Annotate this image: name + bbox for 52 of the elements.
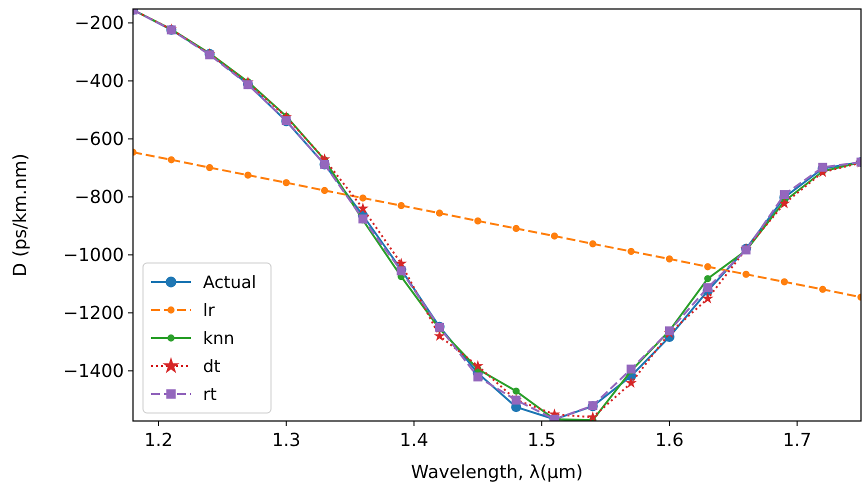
x-tick-label: 1.6 (655, 430, 684, 451)
point (626, 364, 636, 374)
x-tick-label: 1.3 (272, 430, 301, 451)
x-tick-label: 1.2 (144, 430, 173, 451)
point (742, 270, 750, 278)
legend-label: rt (203, 384, 217, 405)
point (780, 278, 788, 286)
y-tick-label: −1400 (63, 361, 124, 382)
point (358, 214, 368, 224)
point (780, 190, 789, 200)
x-tick-label: 1.4 (400, 430, 428, 451)
point (474, 217, 482, 225)
point (473, 372, 482, 382)
point (589, 240, 596, 248)
y-tick-label: −1000 (63, 245, 124, 266)
point (512, 388, 520, 395)
x-tick-label: 1.7 (782, 430, 812, 451)
point (359, 194, 366, 202)
point (282, 179, 290, 186)
y-axis-title: D (ps/km.nm) (10, 153, 31, 277)
point (625, 377, 637, 388)
point (702, 292, 714, 304)
point (321, 186, 328, 194)
y-tick-label: −1200 (63, 303, 124, 324)
point (436, 210, 444, 217)
legend-label: lr (203, 300, 215, 321)
point (168, 156, 175, 164)
point (434, 330, 446, 341)
point (704, 275, 712, 282)
legend-label: dt (203, 356, 221, 377)
point (472, 360, 484, 371)
point (244, 172, 252, 179)
y-tick-label: −200 (74, 13, 124, 34)
point (819, 286, 826, 293)
point (357, 202, 369, 214)
point (398, 202, 405, 210)
y-tick-label: −800 (74, 187, 124, 208)
point (704, 263, 712, 270)
point (778, 198, 790, 208)
point (628, 248, 635, 255)
point (666, 255, 673, 262)
y-tick-label: −600 (74, 129, 124, 150)
legend-label: knn (203, 328, 234, 349)
x-axis-title: Wavelength, λ(μm) (411, 462, 583, 483)
point (550, 232, 558, 240)
y-tick-label: −400 (74, 71, 124, 92)
legend-label: Actual (203, 272, 256, 293)
x-tick-label: 1.5 (527, 430, 556, 451)
point (587, 411, 598, 421)
point (512, 224, 520, 232)
point (703, 283, 712, 292)
point (206, 164, 214, 172)
